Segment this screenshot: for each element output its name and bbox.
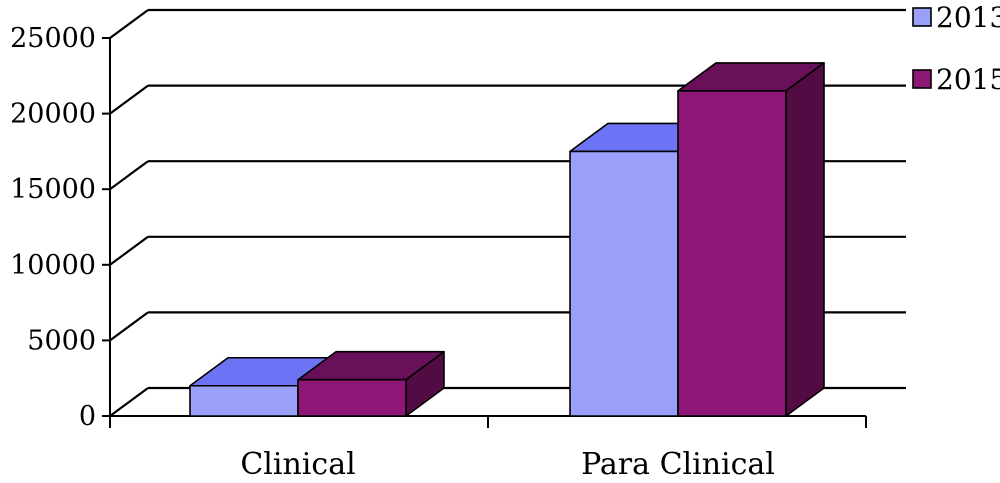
legend-swatch-2015 xyxy=(912,69,932,89)
y-tick-label: 0 xyxy=(79,401,96,432)
y-tick-label: 10000 xyxy=(10,250,96,281)
y-tick-label: 5000 xyxy=(27,325,96,356)
y-tick-label: 25000 xyxy=(10,23,96,54)
x-category-label: Clinical xyxy=(240,447,355,482)
bar-2013-1 xyxy=(569,150,679,417)
gridline-connector xyxy=(109,311,149,342)
legend-swatch-2013 xyxy=(912,7,932,27)
gridline-connector xyxy=(109,160,149,191)
gridline-connector xyxy=(109,9,149,39)
x-category-label: Para Clinical xyxy=(581,447,775,482)
gridline-connector xyxy=(109,235,149,266)
legend: 2013 2015 xyxy=(912,1,1000,96)
y-tick-label: 15000 xyxy=(10,174,96,205)
bars xyxy=(189,62,825,417)
y-tick-label: 20000 xyxy=(10,99,96,130)
legend-label-2013: 2013 xyxy=(936,1,1000,34)
bar-2013-0 xyxy=(189,384,299,417)
gridline-connector xyxy=(109,84,149,115)
legend-label-2015: 2015 xyxy=(936,63,1000,96)
labels: 0 5000 10000 15000 20000 25000 Clinical Para Cl… xyxy=(10,23,775,482)
gridline-connector xyxy=(109,387,149,417)
bar-side xyxy=(785,62,825,417)
bar-2015-0 xyxy=(297,378,407,417)
bar-2015-1 xyxy=(677,90,787,417)
